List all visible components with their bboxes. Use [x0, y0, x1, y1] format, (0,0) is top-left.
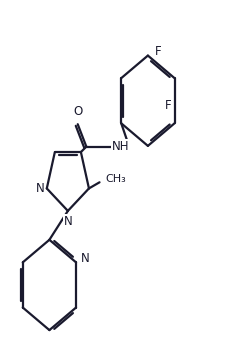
- Text: N: N: [63, 215, 72, 228]
- Text: NH: NH: [112, 140, 129, 153]
- Text: F: F: [165, 99, 172, 112]
- Text: N: N: [36, 182, 44, 195]
- Text: O: O: [73, 105, 82, 118]
- Text: N: N: [81, 252, 90, 265]
- Text: F: F: [155, 46, 162, 59]
- Text: CH₃: CH₃: [105, 174, 126, 185]
